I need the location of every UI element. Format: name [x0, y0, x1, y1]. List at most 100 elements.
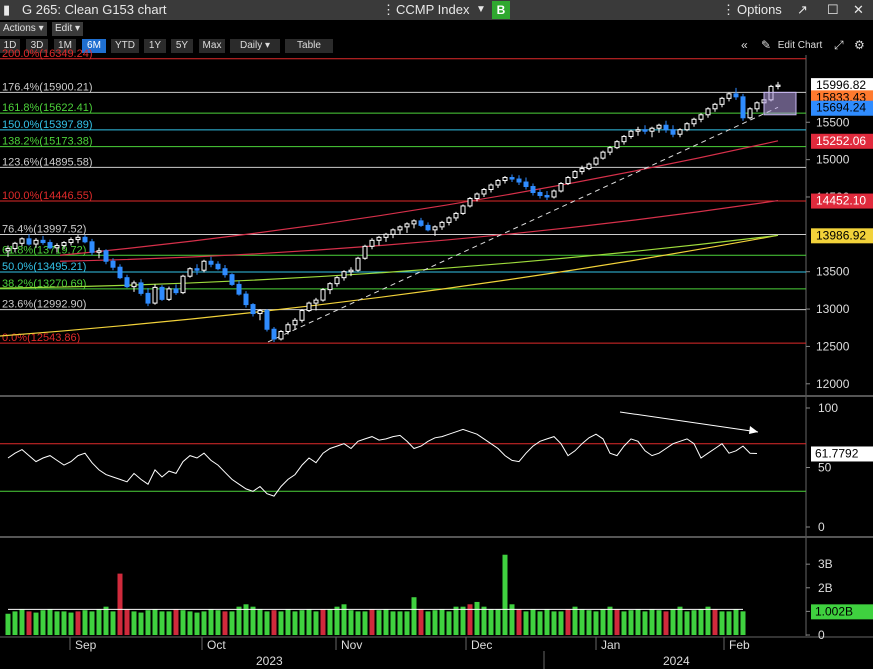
volume-bar: [250, 606, 256, 635]
volume-bar: [481, 606, 487, 635]
range-1y[interactable]: 1Y: [144, 39, 166, 53]
candle-body: [628, 130, 634, 137]
volume-bar: [180, 610, 186, 635]
volume-bar: [138, 612, 144, 635]
range-1m[interactable]: 1M: [54, 39, 76, 53]
volume-bar: [33, 612, 39, 635]
volume-bar: [558, 611, 564, 635]
security-name[interactable]: CCMP Index: [396, 2, 470, 17]
trend-line: [267, 106, 779, 343]
candle-body: [26, 238, 32, 245]
options-button[interactable]: Options: [737, 2, 782, 17]
candle-body: [621, 135, 627, 143]
rsi-axis-label: 50: [818, 461, 832, 475]
table-button[interactable]: Table: [285, 39, 333, 53]
candle-body: [537, 191, 543, 196]
rsi-last-label: 61.7792: [815, 446, 859, 460]
fib-level-label: 123.6%(14895.58): [2, 156, 93, 168]
security-dropdown-icon[interactable]: ⋮: [382, 2, 395, 17]
edit-chart-button[interactable]: Edit Chart: [773, 39, 827, 53]
volume-bar: [369, 609, 375, 635]
volume-bar: [208, 609, 214, 635]
candle-body: [68, 239, 74, 244]
range-1d[interactable]: 1D: [0, 39, 20, 53]
volume-bar: [551, 611, 557, 635]
candle-body: [187, 268, 193, 277]
volume-bar: [229, 611, 235, 635]
actions-menu[interactable]: Actions ▾: [0, 22, 47, 36]
volume-bar: [572, 606, 578, 635]
rsi-axis-label: 100: [818, 401, 838, 415]
price-axis-label: 13500: [816, 265, 850, 279]
security-dropdown-arrow[interactable]: ▼: [476, 4, 486, 15]
candle-body: [103, 250, 109, 262]
maximize-icon[interactable]: ☐: [827, 2, 839, 17]
range-3d[interactable]: 3D: [26, 39, 48, 53]
candle-body: [481, 189, 487, 195]
candle-body: [362, 245, 368, 259]
volume-bar: [278, 611, 284, 635]
volume-bar: [285, 609, 291, 635]
volume-bar: [383, 609, 389, 635]
options-menu-icon[interactable]: ⋮: [722, 2, 735, 17]
edit-menu[interactable]: Edit ▾: [52, 22, 84, 36]
candle-body: [775, 84, 781, 87]
volume-bar: [201, 611, 207, 635]
volume-bar: [586, 610, 592, 635]
volume-bar: [299, 610, 305, 635]
volume-bar: [257, 609, 263, 635]
candle-body: [33, 239, 39, 245]
candle-body: [299, 310, 305, 321]
range-ytd[interactable]: YTD: [111, 39, 139, 53]
candle-body: [243, 293, 249, 306]
pencil-icon[interactable]: ✎: [761, 38, 772, 52]
candle-body: [677, 129, 683, 135]
popout-icon[interactable]: ↗: [797, 2, 808, 17]
candle-body: [285, 324, 291, 332]
volume-bar: [355, 611, 361, 635]
candle-body: [691, 118, 697, 125]
candle-body: [201, 260, 207, 271]
security-badge[interactable]: B: [492, 1, 510, 19]
price-axis-label: 15500: [816, 115, 850, 129]
volume-bar: [236, 606, 242, 635]
volume-bar: [159, 611, 165, 635]
range-6m[interactable]: 6M: [82, 39, 106, 53]
collapse-icon[interactable]: «: [741, 38, 748, 52]
month-label: Sep: [75, 638, 97, 652]
candle-body: [166, 288, 172, 300]
volume-bar: [117, 573, 123, 635]
candle-body: [61, 242, 67, 247]
candle-body: [327, 283, 333, 291]
volume-bar: [110, 611, 116, 635]
candle-body: [425, 224, 431, 231]
volume-bar: [5, 613, 11, 635]
volume-bar: [439, 609, 445, 635]
interval-dropdown[interactable]: Daily ▾: [230, 39, 280, 53]
zoom-icon[interactable]: ⤢: [834, 38, 844, 52]
settings-icon[interactable]: ⚙: [854, 38, 865, 52]
price-badge-label: 15833.43: [816, 90, 866, 104]
volume-bar: [740, 611, 746, 635]
candle-body: [348, 269, 354, 273]
highlight-box: [763, 91, 797, 116]
candle-body: [565, 177, 571, 185]
range-5y[interactable]: 5Y: [171, 39, 193, 53]
volume-bar: [698, 609, 704, 635]
candle-body: [313, 299, 319, 304]
volume-bar: [348, 610, 354, 635]
fib-level-label: 176.4%(15900.21): [2, 81, 93, 93]
volume-bar: [96, 609, 102, 635]
range-max[interactable]: Max: [199, 39, 225, 53]
volume-bar: [649, 609, 655, 635]
candle-body: [159, 286, 165, 300]
volume-bar: [341, 604, 347, 635]
volume-bar: [509, 604, 515, 635]
candle-body: [768, 85, 774, 101]
fib-level-label: 50.0%(13495.21): [2, 261, 86, 273]
moving-average-line: [0, 234, 779, 289]
candle-body: [12, 242, 18, 250]
candle-body: [495, 180, 501, 186]
close-icon[interactable]: ✕: [853, 2, 864, 17]
